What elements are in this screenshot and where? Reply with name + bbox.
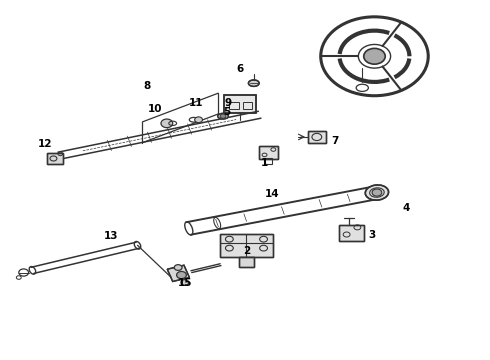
- Text: 11: 11: [189, 98, 203, 108]
- Bar: [229, 102, 239, 109]
- Text: 5: 5: [223, 107, 230, 117]
- Bar: [308, 131, 326, 143]
- Bar: [220, 234, 273, 257]
- Text: 3: 3: [368, 230, 376, 239]
- Bar: [308, 131, 326, 143]
- Circle shape: [220, 114, 226, 118]
- Text: 4: 4: [403, 203, 410, 213]
- Bar: [239, 257, 254, 267]
- Bar: [259, 145, 278, 159]
- Bar: [239, 257, 254, 267]
- Bar: [167, 265, 190, 282]
- Bar: [265, 158, 272, 164]
- Text: 10: 10: [148, 104, 162, 114]
- Ellipse shape: [365, 185, 389, 200]
- Ellipse shape: [218, 113, 228, 119]
- Circle shape: [161, 119, 172, 128]
- Circle shape: [372, 189, 382, 196]
- Bar: [339, 225, 364, 241]
- Bar: [224, 95, 256, 113]
- Text: 8: 8: [144, 81, 151, 91]
- Bar: [47, 153, 63, 163]
- Text: 2: 2: [243, 246, 250, 256]
- Text: 12: 12: [37, 139, 52, 149]
- Bar: [259, 145, 278, 159]
- Text: 9: 9: [224, 98, 231, 108]
- Bar: [339, 225, 364, 241]
- Bar: [243, 102, 252, 109]
- Bar: [220, 234, 273, 257]
- Text: 1: 1: [261, 158, 268, 168]
- Text: 14: 14: [265, 189, 280, 199]
- Circle shape: [174, 265, 182, 270]
- Bar: [224, 95, 256, 113]
- Text: 7: 7: [332, 136, 339, 145]
- Text: 6: 6: [237, 64, 244, 74]
- Circle shape: [176, 271, 186, 279]
- Text: 13: 13: [103, 231, 118, 240]
- Ellipse shape: [248, 80, 259, 86]
- Bar: [167, 265, 190, 282]
- Bar: [47, 153, 63, 163]
- Circle shape: [364, 48, 385, 64]
- Text: 15: 15: [178, 278, 192, 288]
- Circle shape: [195, 117, 202, 123]
- Circle shape: [181, 280, 189, 285]
